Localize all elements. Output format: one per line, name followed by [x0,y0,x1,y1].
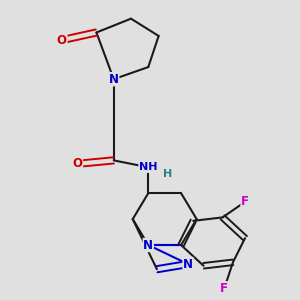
Text: F: F [241,195,249,208]
Text: O: O [72,157,82,170]
Text: N: N [183,258,193,271]
Text: H: H [163,169,172,179]
Text: N: N [109,73,119,86]
Text: F: F [220,282,228,295]
Text: N: N [143,238,153,251]
Text: O: O [57,34,67,46]
Text: NH: NH [139,162,158,172]
